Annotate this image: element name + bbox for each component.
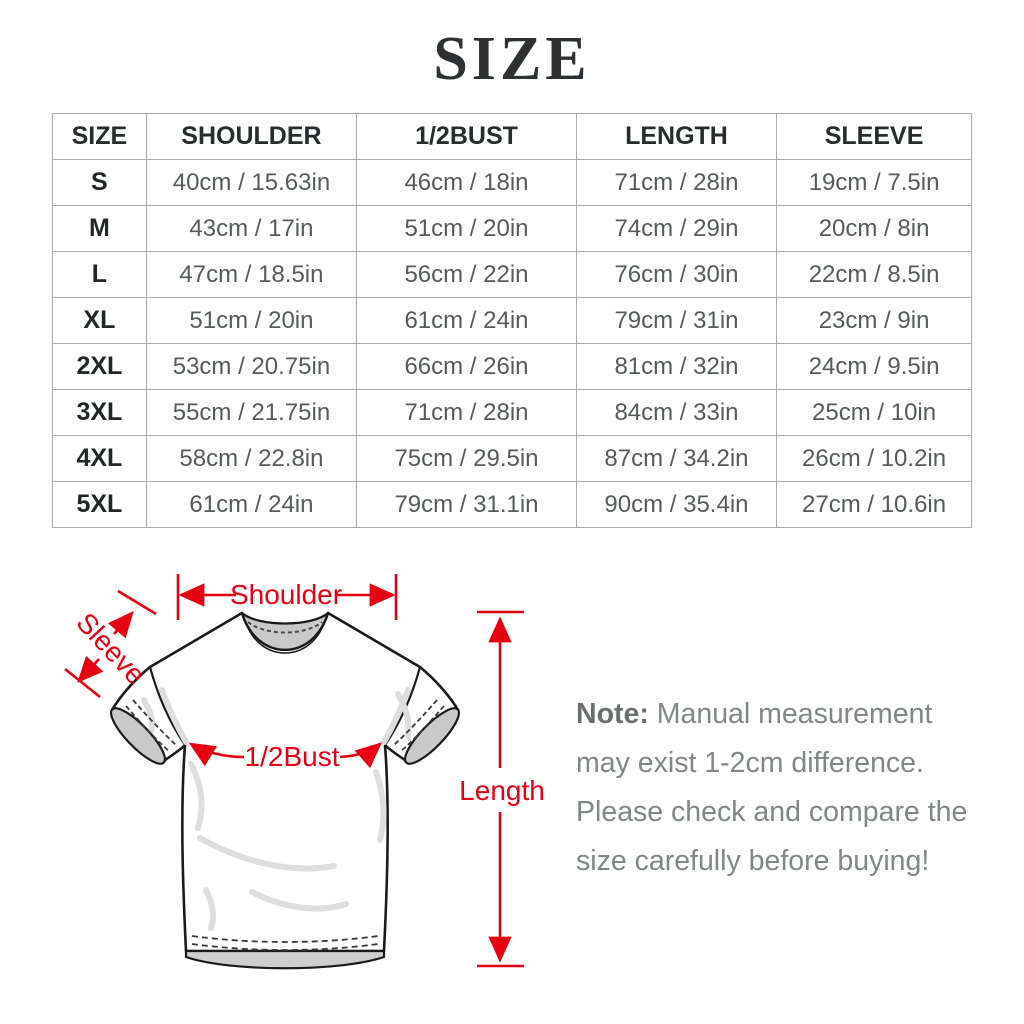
cell-bust: 66cm / 26in	[356, 343, 577, 390]
cell-sleeve: 20cm / 8in	[776, 205, 972, 252]
cell-bust: 46cm / 18in	[356, 159, 577, 206]
cell-shoulder: 53cm / 20.75in	[145, 343, 358, 390]
cell-size: XL	[52, 297, 147, 344]
column-header-size: SIZE	[52, 113, 147, 160]
cell-size: L	[52, 251, 147, 298]
cell-bust: 61cm / 24in	[356, 297, 577, 344]
cell-sleeve: 27cm / 10.6in	[776, 481, 972, 528]
size-table: SIZE SHOULDER 1/2BUST LENGTH SLEEVE S 40…	[52, 113, 972, 528]
table-row: 2XL 53cm / 20.75in 66cm / 26in 81cm / 32…	[52, 343, 972, 390]
cell-length: 79cm / 31in	[575, 297, 778, 344]
bust-label: 1/2Bust	[245, 741, 340, 772]
table-header-row: SIZE SHOULDER 1/2BUST LENGTH SLEEVE	[52, 113, 972, 160]
bust-annotation	[188, 742, 382, 769]
cell-bust: 51cm / 20in	[356, 205, 577, 252]
column-header-shoulder: SHOULDER	[145, 113, 358, 160]
cell-shoulder: 61cm / 24in	[145, 481, 358, 528]
shoulder-label: Shoulder	[230, 579, 342, 610]
cell-bust: 79cm / 31.1in	[356, 481, 577, 528]
cell-size: 2XL	[52, 343, 147, 390]
note-label: Note:	[576, 698, 649, 730]
cell-shoulder: 55cm / 21.75in	[145, 389, 358, 436]
cell-length: 71cm / 28in	[575, 159, 778, 206]
cell-sleeve: 19cm / 7.5in	[776, 159, 972, 206]
note-text: Note: Manual measurement may exist 1-2cm…	[576, 690, 972, 886]
cell-sleeve: 22cm / 8.5in	[776, 251, 972, 298]
table-row: S 40cm / 15.63in 46cm / 18in 71cm / 28in…	[52, 159, 972, 206]
note-body: Manual measurement may exist 1-2cm diffe…	[576, 698, 968, 877]
cell-length: 76cm / 30in	[575, 251, 778, 298]
cell-length: 90cm / 35.4in	[575, 481, 778, 528]
cell-sleeve: 25cm / 10in	[776, 389, 972, 436]
column-header-length: LENGTH	[575, 113, 778, 160]
cell-size: 3XL	[52, 389, 147, 436]
cell-bust: 71cm / 28in	[356, 389, 577, 436]
cell-length: 84cm / 33in	[575, 389, 778, 436]
length-label: Length	[459, 775, 545, 806]
cell-length: 74cm / 29in	[575, 205, 778, 252]
table-row: 4XL 58cm / 22.8in 75cm / 29.5in 87cm / 3…	[52, 435, 972, 482]
cell-sleeve: 23cm / 9in	[776, 297, 972, 344]
table-row: XL 51cm / 20in 61cm / 24in 79cm / 31in 2…	[52, 297, 972, 344]
cell-shoulder: 43cm / 17in	[145, 205, 358, 252]
cell-size: S	[52, 159, 147, 206]
length-annotation	[477, 610, 524, 968]
cell-sleeve: 26cm / 10.2in	[776, 435, 972, 482]
table-row: L 47cm / 18.5in 56cm / 22in 76cm / 30in …	[52, 251, 972, 298]
tshirt-illustration	[110, 611, 460, 970]
tshirt-measurement-diagram: Shoulder Sleeve 1/2Bust Length	[64, 574, 545, 970]
shoulder-annotation	[176, 574, 398, 620]
cell-shoulder: 47cm / 18.5in	[145, 251, 358, 298]
cell-bust: 75cm / 29.5in	[356, 435, 577, 482]
cell-size: 5XL	[52, 481, 147, 528]
cell-length: 81cm / 32in	[575, 343, 778, 390]
column-header-sleeve: SLEEVE	[776, 113, 972, 160]
table-row: M 43cm / 17in 51cm / 20in 74cm / 29in 20…	[52, 205, 972, 252]
table-row: 5XL 61cm / 24in 79cm / 31.1in 90cm / 35.…	[52, 481, 972, 528]
page-title: SIZE	[433, 25, 591, 93]
cell-sleeve: 24cm / 9.5in	[776, 343, 972, 390]
column-header-bust: 1/2BUST	[356, 113, 577, 160]
cell-shoulder: 51cm / 20in	[145, 297, 358, 344]
cell-bust: 56cm / 22in	[356, 251, 577, 298]
cell-shoulder: 40cm / 15.63in	[145, 159, 358, 206]
cell-size: M	[52, 205, 147, 252]
cell-size: 4XL	[52, 435, 147, 482]
cell-length: 87cm / 34.2in	[575, 435, 778, 482]
sleeve-annotation	[64, 589, 157, 699]
cell-shoulder: 58cm / 22.8in	[145, 435, 358, 482]
table-row: 3XL 55cm / 21.75in 71cm / 28in 84cm / 33…	[52, 389, 972, 436]
